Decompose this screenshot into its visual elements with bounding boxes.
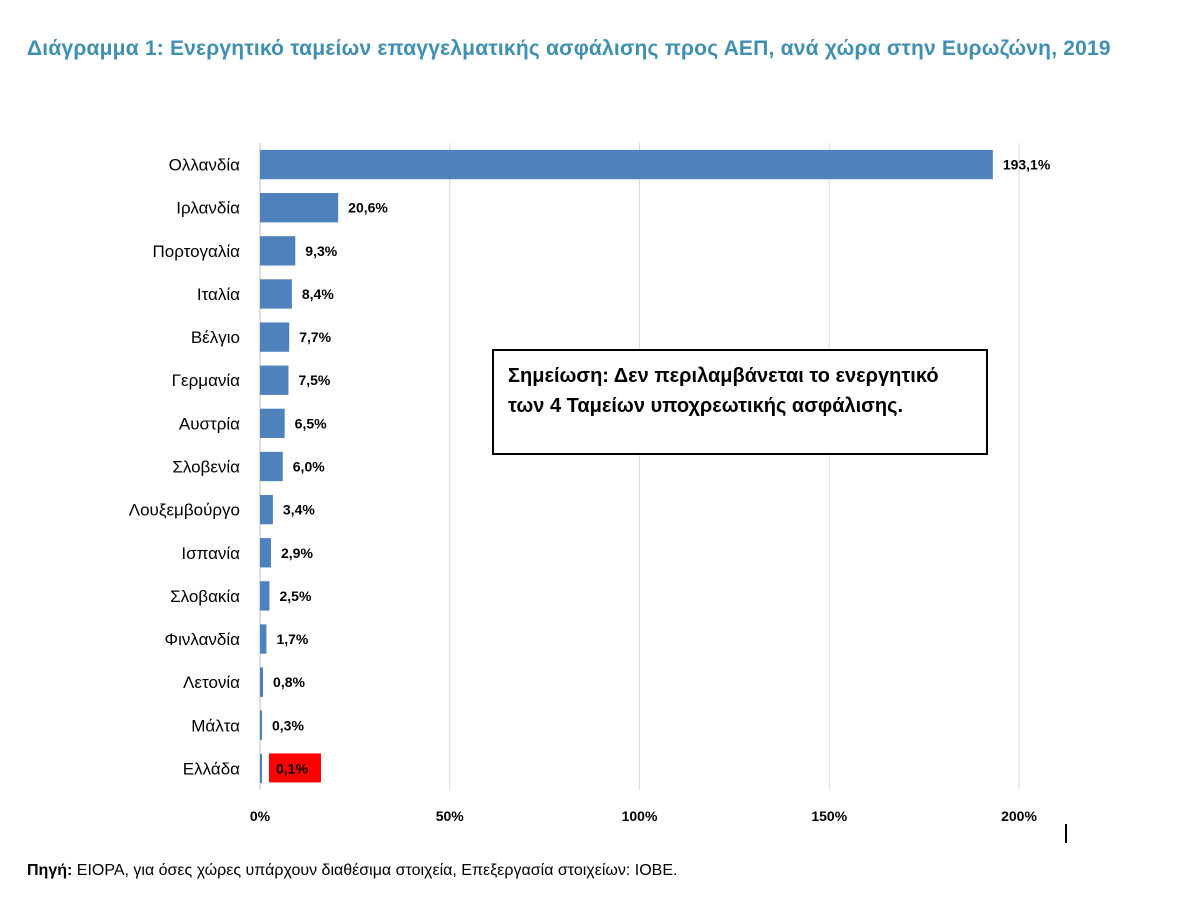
bar xyxy=(260,451,283,482)
bar xyxy=(260,624,267,654)
bar xyxy=(260,667,264,697)
category-label: Βέλγιο xyxy=(191,328,240,347)
chart-title: Διάγραμμα 1: Ενεργητικό ταμείων επαγγελμ… xyxy=(27,37,1111,60)
data-label: 9,3% xyxy=(305,243,337,259)
data-label: 7,5% xyxy=(298,372,330,388)
bar xyxy=(260,581,270,611)
source-line: Πηγή: EIOPA, για όσες χώρες υπάρχουν δια… xyxy=(27,862,677,880)
category-label: Ισπανία xyxy=(181,544,240,563)
bar xyxy=(260,710,262,740)
data-label: 7,7% xyxy=(299,329,331,345)
data-label: 1,7% xyxy=(276,631,308,647)
category-label: Γερμανία xyxy=(172,371,241,390)
bar xyxy=(260,753,262,784)
bar xyxy=(260,538,272,568)
x-tick-label: 200% xyxy=(1001,808,1037,824)
x-tick-label: 100% xyxy=(622,808,658,824)
data-label: 2,5% xyxy=(279,588,311,604)
source-text: EIOPA, για όσες χώρες υπάρχουν διαθέσιμα… xyxy=(76,862,678,879)
note-text: Δεν περιλαμβάνεται το ενεργητικό των 4 Τ… xyxy=(508,365,939,417)
x-tick-label: 50% xyxy=(436,808,465,824)
bar xyxy=(260,365,289,395)
category-label: Ολλανδία xyxy=(169,156,241,175)
bar xyxy=(260,494,273,525)
note-box: Σημείωση: Δεν περιλαμβάνεται το ενεργητι… xyxy=(492,349,988,455)
source-label: Πηγή: xyxy=(27,862,73,879)
category-label: Σλοβενία xyxy=(172,458,240,477)
category-label: Αυστρία xyxy=(179,414,240,433)
data-label: 8,4% xyxy=(302,286,334,302)
bar xyxy=(260,149,993,180)
data-label: 193,1% xyxy=(1003,157,1051,173)
data-label: 6,0% xyxy=(293,459,325,475)
category-label: Πορτογαλία xyxy=(152,242,240,261)
data-label: 2,9% xyxy=(281,545,313,561)
data-label: 0,8% xyxy=(273,674,305,690)
category-label: Ελλάδα xyxy=(183,759,240,778)
note-label: Σημείωση: xyxy=(508,365,609,387)
category-label: Ιταλία xyxy=(197,285,240,304)
data-label: 0,1% xyxy=(276,760,308,776)
category-label: Λουξεμβούργο xyxy=(129,501,240,520)
category-label: Σλοβακία xyxy=(170,587,240,606)
category-label: Λετονία xyxy=(183,673,240,692)
category-label: Ιρλανδία xyxy=(176,199,240,218)
data-label: 20,6% xyxy=(348,200,388,216)
category-label: Μάλτα xyxy=(191,716,240,735)
data-label: 6,5% xyxy=(295,415,327,431)
x-tick-label: 150% xyxy=(811,808,847,824)
highlight-label-background xyxy=(269,753,321,783)
bar xyxy=(260,193,339,223)
x-tick-label: 0% xyxy=(250,808,271,824)
bar xyxy=(260,236,296,266)
bar xyxy=(260,408,285,439)
bar xyxy=(260,279,292,309)
category-label: Φινλανδία xyxy=(165,630,241,649)
data-label: 3,4% xyxy=(283,502,315,518)
data-label: 0,3% xyxy=(272,717,304,733)
bar xyxy=(260,322,290,352)
